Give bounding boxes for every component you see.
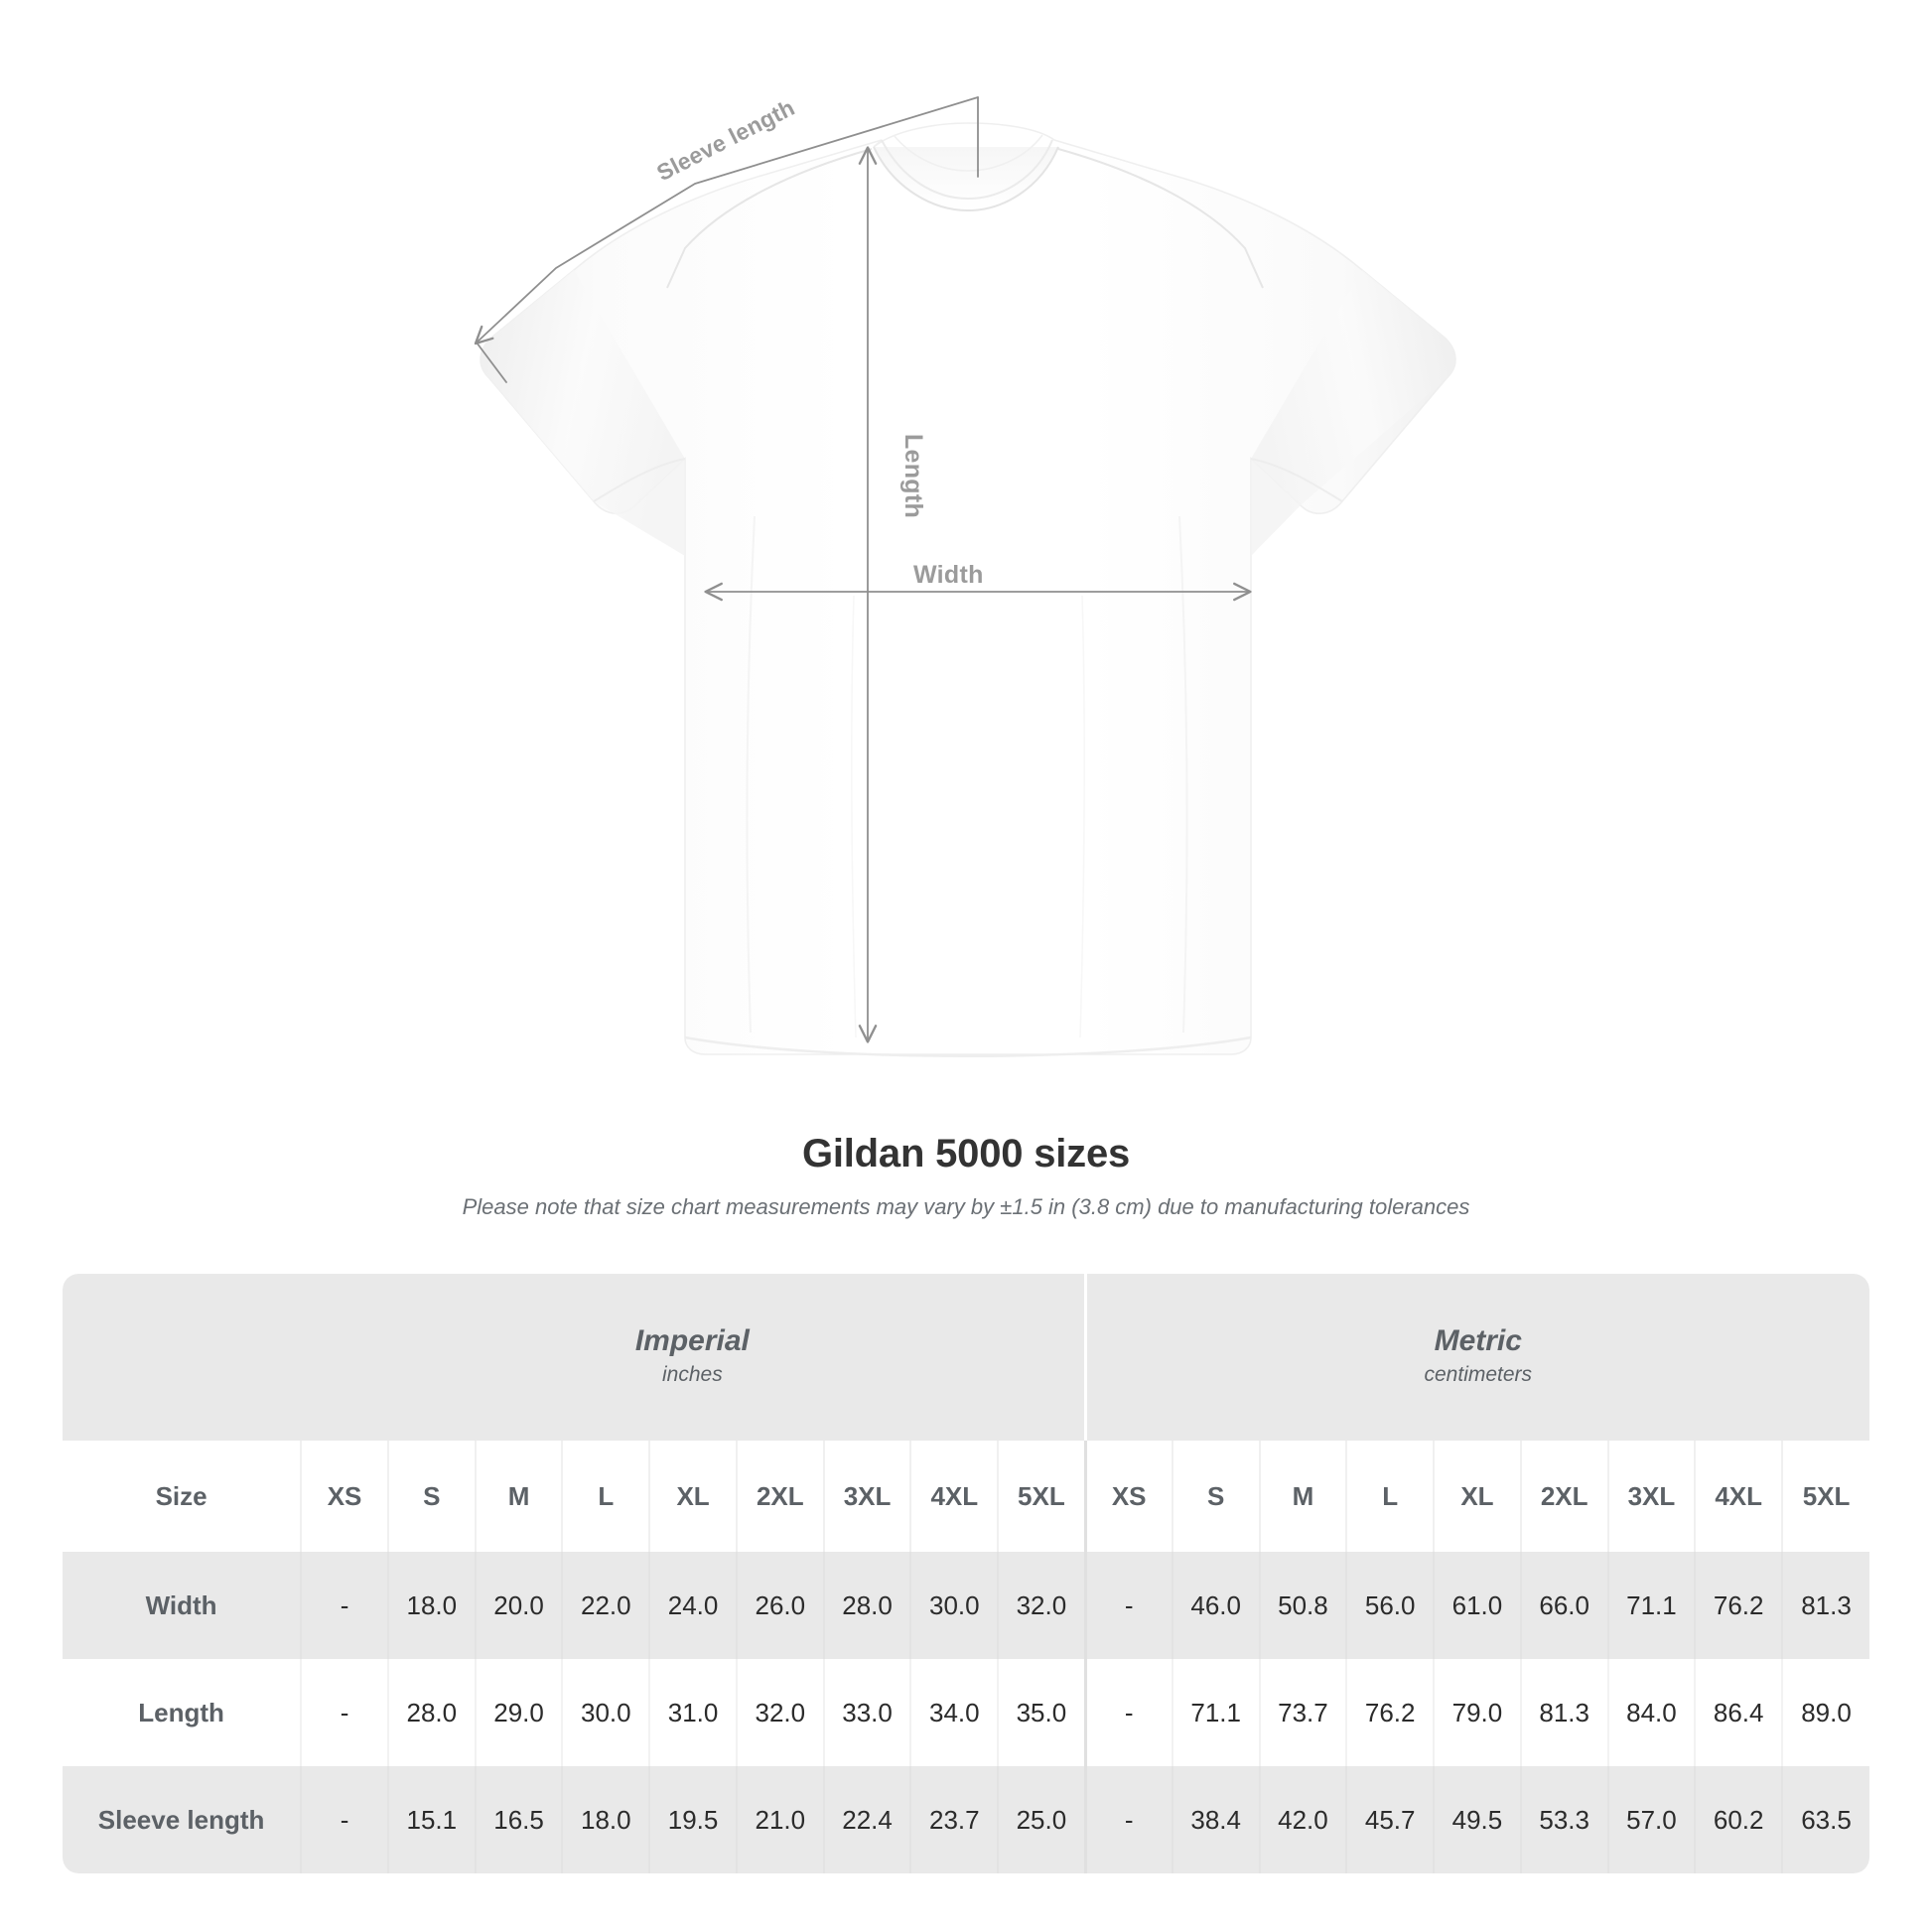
table-row: Length - 28.0 29.0 30.0 31.0 32.0 33.0 3… [63, 1659, 1869, 1766]
size-header-metric-l: L [1345, 1441, 1435, 1552]
size-header-metric-3xl: 3XL [1606, 1441, 1696, 1552]
cell-width-imperial-l: 22.0 [561, 1552, 650, 1659]
cell-sleeve-metric-2xl: 53.3 [1519, 1766, 1608, 1873]
cell-width-metric-xs: - [1083, 1552, 1173, 1659]
width-dimension-label: Width [913, 561, 984, 589]
unit-group-header-row: Imperial inches Metric centimeters [63, 1274, 1869, 1441]
cell-width-imperial-xs: - [300, 1552, 388, 1659]
size-header-metric-4xl: 4XL [1694, 1441, 1783, 1552]
row-label-width: Width [63, 1552, 302, 1659]
cell-sleeve-metric-l: 45.7 [1345, 1766, 1435, 1873]
unit-group-metric: Metric centimeters [1083, 1274, 1869, 1441]
size-header-imperial-2xl: 2XL [735, 1441, 824, 1552]
size-header-imperial-3xl: 3XL [822, 1441, 911, 1552]
cell-sleeve-imperial-xs: - [300, 1766, 388, 1873]
size-header-imperial-5xl: 5XL [997, 1441, 1086, 1552]
size-header-imperial-s: S [386, 1441, 476, 1552]
cell-width-imperial-xl: 24.0 [648, 1552, 737, 1659]
cell-length-imperial-s: 28.0 [386, 1659, 476, 1766]
size-header-imperial-4xl: 4XL [909, 1441, 999, 1552]
cell-width-metric-3xl: 71.1 [1606, 1552, 1696, 1659]
cell-sleeve-imperial-m: 16.5 [474, 1766, 563, 1873]
size-header-metric-2xl: 2XL [1519, 1441, 1608, 1552]
cell-width-metric-xl: 61.0 [1433, 1552, 1521, 1659]
row-label-sleeve-length: Sleeve length [63, 1766, 302, 1873]
cell-length-imperial-l: 30.0 [561, 1659, 650, 1766]
size-header-metric-5xl: 5XL [1781, 1441, 1869, 1552]
size-header-imperial-m: M [474, 1441, 563, 1552]
size-header-metric-m: M [1258, 1441, 1347, 1552]
cell-length-metric-l: 76.2 [1345, 1659, 1435, 1766]
size-header-metric-xl: XL [1433, 1441, 1521, 1552]
cell-width-imperial-m: 20.0 [474, 1552, 563, 1659]
cell-sleeve-imperial-4xl: 23.7 [909, 1766, 999, 1873]
cell-length-metric-xl: 79.0 [1433, 1659, 1521, 1766]
cell-length-imperial-4xl: 34.0 [909, 1659, 999, 1766]
cell-length-imperial-xl: 31.0 [648, 1659, 737, 1766]
page-title: Gildan 5000 sizes [801, 1132, 1131, 1175]
cell-width-imperial-5xl: 32.0 [997, 1552, 1086, 1659]
cell-length-imperial-xs: - [300, 1659, 388, 1766]
table-row: Sleeve length - 15.1 16.5 18.0 19.5 21.0… [63, 1766, 1869, 1873]
cell-length-imperial-3xl: 33.0 [822, 1659, 911, 1766]
cell-length-metric-5xl: 89.0 [1781, 1659, 1869, 1766]
cell-length-metric-m: 73.7 [1258, 1659, 1347, 1766]
unit-group-imperial-sub: inches [662, 1362, 723, 1386]
size-header-imperial-xl: XL [648, 1441, 737, 1552]
tshirt-measurement-diagram: Sleeve length Length Width [474, 94, 1456, 1057]
cell-width-metric-2xl: 66.0 [1519, 1552, 1608, 1659]
size-table-container: Imperial inches Metric centimeters Size … [63, 1274, 1869, 1873]
size-header-label: Size [63, 1441, 302, 1552]
sleeve-length-arrow [474, 96, 979, 383]
cell-sleeve-metric-4xl: 60.2 [1694, 1766, 1783, 1873]
page-subtitle: Please note that size chart measurements… [462, 1194, 1470, 1219]
cell-length-imperial-2xl: 32.0 [735, 1659, 824, 1766]
cell-sleeve-metric-s: 38.4 [1171, 1766, 1260, 1873]
cell-width-metric-5xl: 81.3 [1781, 1552, 1869, 1659]
title-block: Gildan 5000 sizes Please note that size … [0, 1132, 1932, 1220]
cell-sleeve-metric-xl: 49.5 [1433, 1766, 1521, 1873]
cell-width-metric-s: 46.0 [1171, 1552, 1260, 1659]
size-header-metric-xs: XS [1083, 1441, 1173, 1552]
cell-width-imperial-4xl: 30.0 [909, 1552, 999, 1659]
cell-length-metric-s: 71.1 [1171, 1659, 1260, 1766]
cell-width-imperial-3xl: 28.0 [822, 1552, 911, 1659]
length-dimension-label: Length [899, 433, 928, 519]
cell-sleeve-metric-xs: - [1083, 1766, 1173, 1873]
cell-width-imperial-2xl: 26.0 [735, 1552, 824, 1659]
cell-width-metric-4xl: 76.2 [1694, 1552, 1783, 1659]
cell-length-metric-2xl: 81.3 [1519, 1659, 1608, 1766]
cell-sleeve-metric-5xl: 63.5 [1781, 1766, 1869, 1873]
cell-sleeve-imperial-2xl: 21.0 [735, 1766, 824, 1873]
unit-header-corner [63, 1274, 302, 1441]
cell-length-imperial-5xl: 35.0 [997, 1659, 1086, 1766]
size-header-imperial-xs: XS [300, 1441, 388, 1552]
size-header-metric-s: S [1171, 1441, 1260, 1552]
cell-sleeve-metric-m: 42.0 [1258, 1766, 1347, 1873]
row-label-length: Length [63, 1659, 302, 1766]
unit-group-imperial-name: Imperial [634, 1324, 750, 1357]
cell-length-metric-xs: - [1083, 1659, 1173, 1766]
size-header-imperial-l: L [561, 1441, 650, 1552]
cell-width-metric-m: 50.8 [1258, 1552, 1347, 1659]
cell-length-metric-3xl: 84.0 [1606, 1659, 1696, 1766]
unit-group-imperial: Imperial inches [301, 1274, 1086, 1441]
unit-group-metric-sub: centimeters [1424, 1362, 1533, 1386]
cell-sleeve-metric-3xl: 57.0 [1606, 1766, 1696, 1873]
cell-sleeve-imperial-l: 18.0 [561, 1766, 650, 1873]
measurement-annotations [474, 96, 1252, 1043]
unit-group-metric-name: Metric [1434, 1324, 1522, 1357]
cell-sleeve-imperial-3xl: 22.4 [822, 1766, 911, 1873]
cell-sleeve-imperial-xl: 19.5 [648, 1766, 737, 1873]
cell-sleeve-imperial-s: 15.1 [386, 1766, 476, 1873]
cell-width-imperial-s: 18.0 [386, 1552, 476, 1659]
size-header-row: Size XS S M L XL 2XL 3XL 4XL 5XL XS S M … [63, 1441, 1869, 1552]
size-chart-table: Imperial inches Metric centimeters Size … [63, 1274, 1869, 1873]
cell-length-metric-4xl: 86.4 [1694, 1659, 1783, 1766]
cell-sleeve-imperial-5xl: 25.0 [997, 1766, 1086, 1873]
cell-width-metric-l: 56.0 [1345, 1552, 1435, 1659]
cell-length-imperial-m: 29.0 [474, 1659, 563, 1766]
table-row: Width - 18.0 20.0 22.0 24.0 26.0 28.0 30… [63, 1552, 1869, 1659]
